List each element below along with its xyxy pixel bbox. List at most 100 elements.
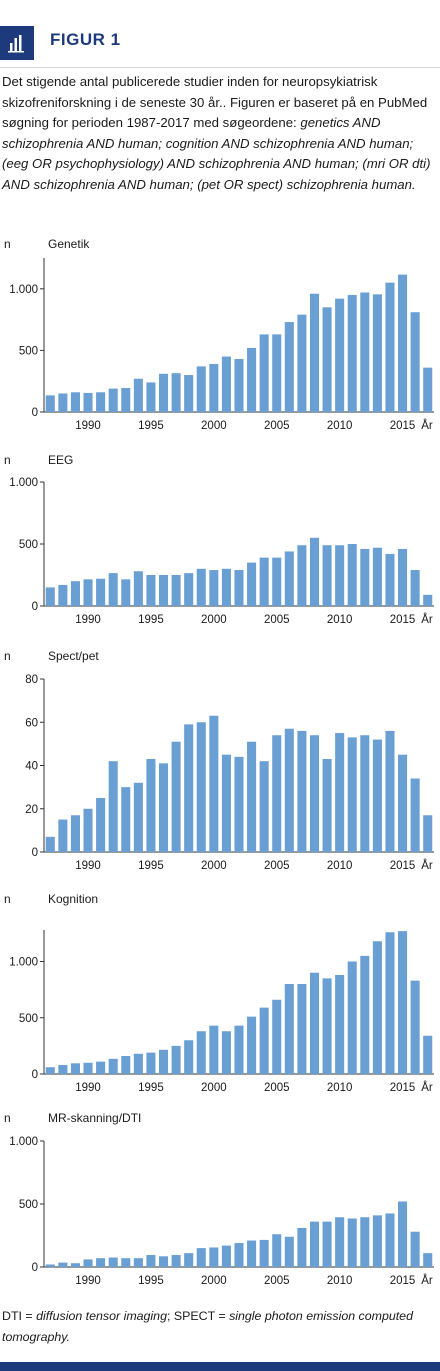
chart-2-xtick-label: 2005 <box>264 860 290 872</box>
chart-2-bar <box>45 836 55 852</box>
chart-0-bar <box>45 395 55 412</box>
chart-4-bar <box>70 1263 80 1267</box>
chart-2-bar <box>410 778 420 852</box>
chart-3-bar <box>221 1031 231 1074</box>
chart-4-title: MR-skanning/DTI <box>48 1111 141 1125</box>
chart-3-bar <box>347 961 357 1074</box>
chart-3-bar <box>360 955 370 1075</box>
chart-3-bar <box>372 941 382 1074</box>
chart-1-bar <box>259 557 269 606</box>
chart-4-bar <box>209 1247 219 1267</box>
chart-4-bar <box>221 1245 231 1267</box>
chart-4-bar <box>45 1264 55 1267</box>
chart-4-xtick-label: 2005 <box>264 1275 290 1287</box>
chart-2-xtick-label: 1990 <box>75 860 101 872</box>
chart-3-bar <box>196 1031 206 1074</box>
chart-3-xtick-label: 1995 <box>138 1082 164 1094</box>
chart-1-bar <box>45 587 55 606</box>
chart-2-xlabel: År <box>421 859 433 872</box>
chart-0-ytick-label: 0 <box>32 407 38 419</box>
chart-0-xtick-label: 2005 <box>264 420 290 432</box>
chart-0-bar <box>398 274 408 412</box>
footnote-def-dti: diffusion tensor imaging <box>36 1309 167 1323</box>
chart-0-title: Genetik <box>48 237 90 251</box>
chart-1-bar <box>158 575 169 606</box>
chart-0-bar <box>410 312 420 412</box>
chart-1-xtick-label: 2005 <box>264 614 290 626</box>
chart-1-bar <box>372 547 382 606</box>
chart-0-bar <box>372 294 382 412</box>
chart-4-bar <box>297 1227 307 1267</box>
chart-1-xtick-label: 2000 <box>201 614 227 626</box>
chart-4-bar <box>347 1218 357 1267</box>
chart-3-bar <box>209 1025 219 1075</box>
chart-2-bar <box>221 754 231 852</box>
chart-2-bar <box>184 724 194 852</box>
chart-0-xtick-label: 2000 <box>201 420 227 432</box>
chart-2-bar <box>58 819 68 852</box>
chart-1-bar <box>335 545 345 606</box>
chart-4-bar <box>247 1240 257 1267</box>
chart-2-bar <box>234 756 244 852</box>
chart-2-bar <box>171 741 181 852</box>
chart-3-bar <box>259 1007 269 1075</box>
chart-4-xtick-label: 2000 <box>201 1275 227 1287</box>
chart-4-xtick-label: 2010 <box>327 1275 353 1287</box>
chart-1-ytick-label: 500 <box>19 539 38 551</box>
chart-3-xtick-label: 1990 <box>75 1082 101 1094</box>
chart-1-bar <box>171 575 181 606</box>
figure-label: FIGUR 1 <box>50 30 121 49</box>
chart-4-xtick-label: 1995 <box>138 1275 164 1287</box>
chart-0-bar <box>108 388 118 412</box>
chart-4-bar <box>423 1253 433 1267</box>
chart-3-ytick-label: 500 <box>19 1013 38 1025</box>
chart-2-bar <box>322 759 332 852</box>
chart-0-bar <box>209 363 219 412</box>
chart-1-xtick-label: 1995 <box>138 614 164 626</box>
chart-1-ylabel: n <box>4 453 11 467</box>
chart-0-bar <box>70 392 80 412</box>
chart-3-bar <box>272 999 282 1074</box>
chart-0-bar <box>58 393 68 412</box>
chart-3-bar <box>158 1049 169 1074</box>
chart-3-ytick-label: 0 <box>32 1069 38 1081</box>
chart-4-bar <box>385 1213 395 1267</box>
bar-chart-icon <box>0 26 34 60</box>
chart-3-bar <box>410 980 420 1075</box>
chart-2-xtick-label: 2010 <box>327 860 353 872</box>
chart-0-bar <box>83 392 93 412</box>
chart-2-title: Spect/pet <box>48 649 99 663</box>
chart-0-xtick-label: 1990 <box>75 420 101 432</box>
header-divider <box>0 67 440 68</box>
chart-4-bar <box>146 1255 156 1267</box>
chart-1-bar <box>272 557 282 606</box>
chart-1-bar <box>83 579 93 606</box>
chart-2-bar <box>372 739 382 852</box>
chart-4-bar <box>133 1258 143 1267</box>
chart-4-bar <box>360 1217 370 1267</box>
chart-4-bar <box>83 1259 93 1267</box>
chart-2-bar <box>108 761 118 852</box>
chart-0-bar <box>335 298 345 412</box>
chart-0-bar <box>247 347 257 412</box>
chart-2-xtick-label: 2000 <box>201 860 227 872</box>
chart-0-bar <box>171 373 181 412</box>
chart-4-bar <box>284 1236 294 1267</box>
footnote-def-spect: single photon emission computed tomograp… <box>2 1309 413 1344</box>
chart-3-ylabel: n <box>4 892 11 906</box>
footnote: DTI = diffusion tensor imaging; SPECT = … <box>2 1306 438 1348</box>
footnote-abbr-spect: ; SPECT = <box>166 1309 230 1323</box>
chart-3-bar <box>45 1067 55 1074</box>
chart-0-bar <box>423 367 433 412</box>
chart-3-bar <box>70 1063 80 1074</box>
chart-1-bar <box>410 570 420 606</box>
chart-4-ytick-label: 0 <box>32 1262 38 1274</box>
chart-2-bar <box>83 808 93 852</box>
chart-4-bar <box>309 1221 320 1267</box>
chart-3-bar <box>146 1052 156 1075</box>
chart-3-bar <box>385 932 395 1074</box>
chart-1-bar <box>385 553 395 606</box>
footnote-abbr-dti: DTI = <box>2 1309 37 1323</box>
chart-0-bar <box>322 307 332 412</box>
chart-4-ylabel: n <box>4 1111 11 1125</box>
